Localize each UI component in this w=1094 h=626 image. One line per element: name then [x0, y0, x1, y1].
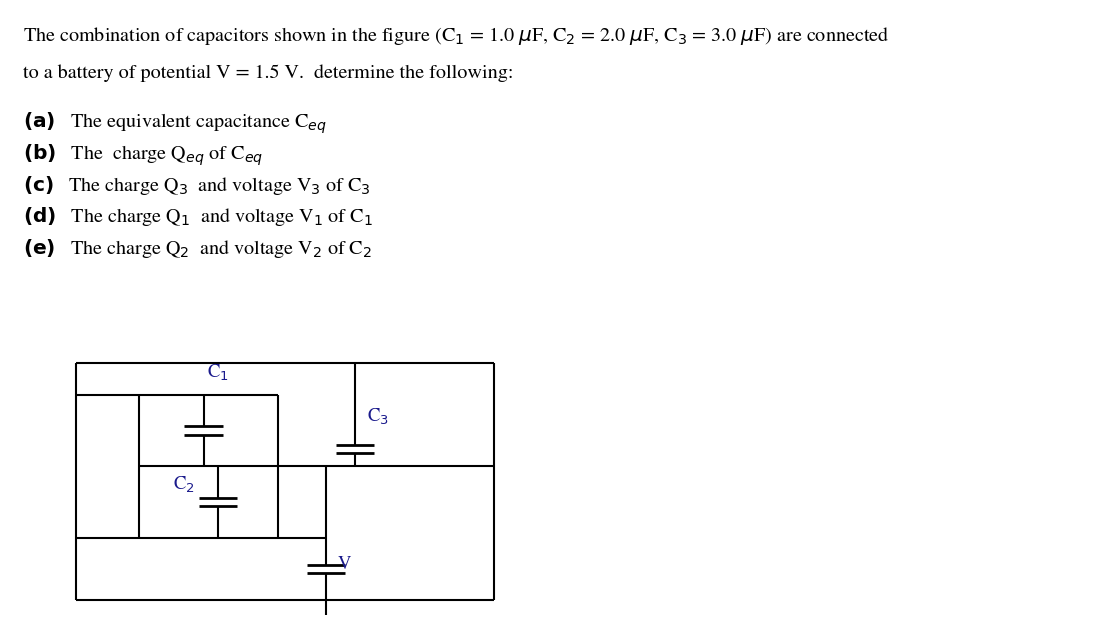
Text: $\bf{(c)}$   The charge Q$_3$  and voltage V$_3$ of C$_3$: $\bf{(c)}$ The charge Q$_3$ and voltage … [23, 174, 371, 197]
Text: C$_1$: C$_1$ [207, 362, 229, 383]
Text: to a battery of potential V = 1.5 V.  determine the following:: to a battery of potential V = 1.5 V. det… [23, 64, 514, 82]
Text: $\bf{(a)}$   The equivalent capacitance C$_{eq}$: $\bf{(a)}$ The equivalent capacitance C$… [23, 111, 327, 136]
Text: $\bf{(e)}$   The charge Q$_2$  and voltage V$_2$ of C$_2$: $\bf{(e)}$ The charge Q$_2$ and voltage … [23, 237, 372, 260]
Text: C$_2$: C$_2$ [173, 475, 195, 495]
Text: The combination of capacitors shown in the figure (C$_1$ = 1.0 $\mu$F, C$_2$ = 2: The combination of capacitors shown in t… [23, 25, 889, 47]
Text: C$_3$: C$_3$ [366, 407, 388, 428]
Text: $\bf{(d)}$   The charge Q$_1$  and voltage V$_1$ of C$_1$: $\bf{(d)}$ The charge Q$_1$ and voltage … [23, 205, 373, 228]
Text: V: V [338, 555, 351, 573]
Text: $\bf{(b)}$   The  charge Q$_{eq}$ of C$_{eq}$: $\bf{(b)}$ The charge Q$_{eq}$ of C$_{eq… [23, 142, 264, 168]
